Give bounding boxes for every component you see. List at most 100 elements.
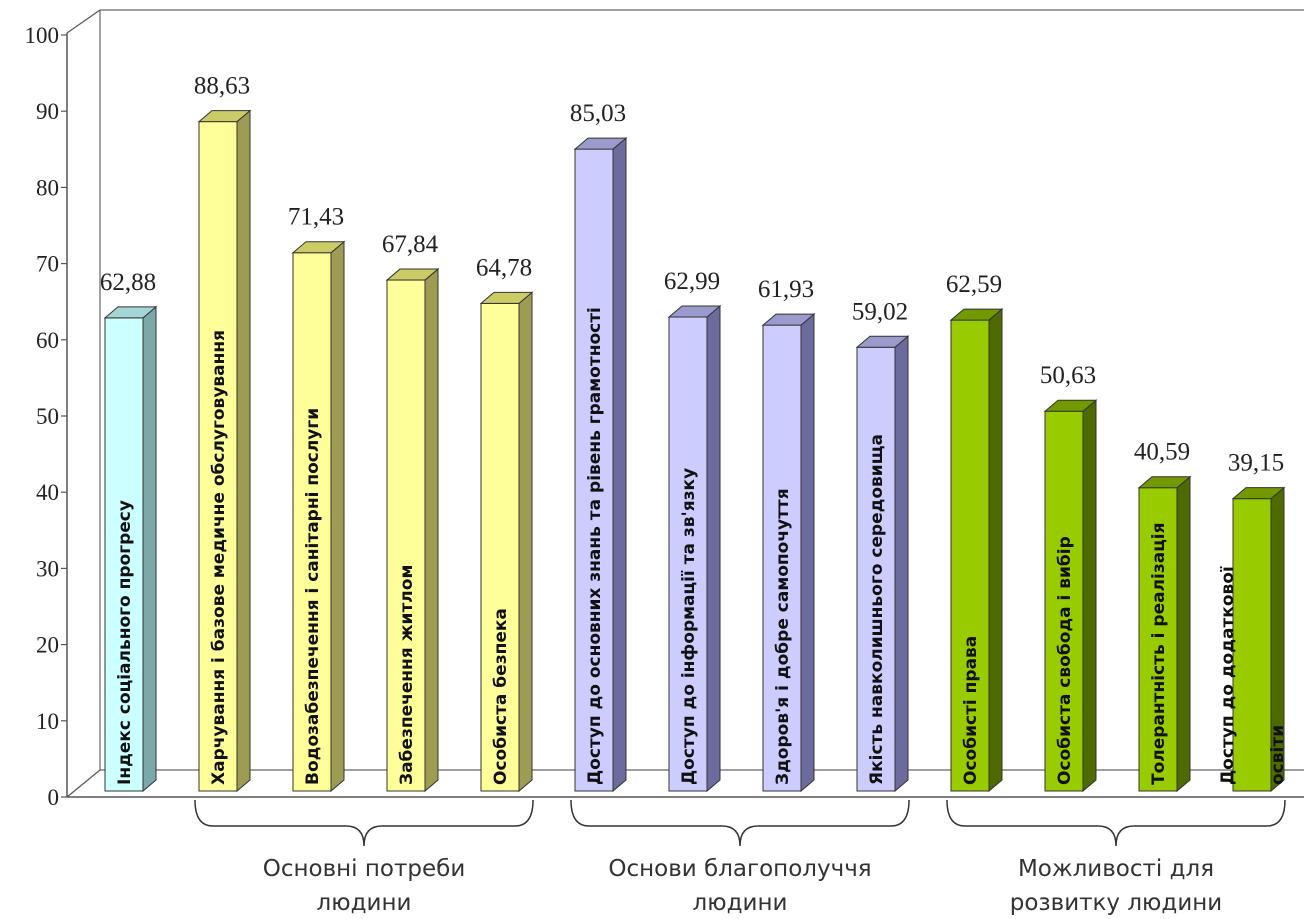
bar-top — [103, 306, 158, 319]
category-label: освіти — [1268, 725, 1288, 785]
bar-side — [612, 136, 627, 793]
y-tick-label: 30 — [36, 556, 59, 581]
bar-top — [1137, 476, 1192, 489]
value-label: 85,03 — [570, 100, 626, 127]
y-axis-ticks: 0 10 20 30 40 50 60 70 80 90 100 — [25, 23, 67, 810]
bar-side — [330, 240, 345, 793]
bar-side — [142, 305, 157, 793]
value-label: 62,99 — [664, 268, 720, 295]
bar: 85,03 Доступ до основних знань та рівень … — [570, 100, 628, 793]
y-tick-label: 50 — [36, 404, 59, 429]
category-label: Особиста свобода і вибір — [1055, 536, 1075, 785]
group-brace — [570, 799, 910, 847]
y-tick-label: 40 — [36, 480, 59, 505]
bar-top — [479, 291, 534, 304]
bar: 61,93 Здоров'я і добре самопочуття — [758, 276, 816, 793]
y-tick-label: 20 — [36, 633, 59, 658]
group-label: людини — [693, 890, 788, 916]
bar-front — [386, 279, 426, 792]
bar-front — [762, 324, 802, 792]
y-tick-label: 0 — [48, 785, 60, 810]
y-tick-label: 60 — [36, 328, 59, 353]
bar-top — [761, 313, 816, 326]
bar-front — [1138, 487, 1178, 792]
category-group: Основні потреби людини — [194, 799, 534, 916]
value-label: 64,78 — [476, 254, 532, 281]
category-group: Основи благополуччя людини — [570, 799, 910, 916]
bar-top — [949, 308, 1004, 321]
bar: 40,59 Толерантність і реалізація — [1134, 439, 1192, 793]
bar-front — [574, 148, 614, 792]
bar-side — [894, 335, 909, 793]
value-label: 88,63 — [194, 73, 250, 100]
category-label: Водозабезпечення і санітарні послуги — [303, 408, 323, 785]
value-label: 62,88 — [100, 269, 156, 296]
bar-front — [950, 319, 990, 792]
bar: 62,59 Особисті права — [946, 271, 1004, 793]
bar: 71,43 Водозабезпечення і санітарні послуг… — [288, 204, 346, 793]
bar: 88,63 Харчування і базове медичне обслуго… — [194, 73, 252, 793]
value-label: 71,43 — [288, 204, 344, 231]
bar-front — [668, 316, 708, 792]
value-label: 40,59 — [1134, 439, 1190, 466]
group-label: Основні потреби — [263, 856, 466, 882]
category-label: Доступ до основних знань та рівень грамо… — [585, 307, 605, 785]
value-label: 50,63 — [1040, 362, 1096, 389]
bar-front — [292, 252, 332, 792]
bar-top — [855, 335, 910, 348]
value-label: 67,84 — [382, 231, 439, 258]
group-brace — [194, 799, 534, 847]
bar-top — [1231, 487, 1286, 500]
chart-bars: 62,88 Індекс соціального прогресу 88,63 Хар… — [100, 73, 1288, 793]
category-label: Здоров'я і добре самопочуття — [773, 488, 793, 785]
bar-side — [706, 304, 721, 793]
group-label: Можливості для — [1018, 856, 1214, 882]
floor-side-edge — [66, 769, 101, 798]
bar-top — [291, 241, 346, 254]
bar: 62,99 Доступ до інформації та зв'язку — [664, 268, 722, 793]
bar-side — [988, 307, 1003, 793]
y-tick-label: 100 — [25, 23, 60, 48]
bar-top — [1043, 399, 1098, 412]
category-group: Можливості для розвитку людини — [946, 799, 1286, 916]
category-label: Забезпечення житлом — [397, 565, 417, 785]
value-label: 59,02 — [852, 298, 908, 325]
y-tick-label: 80 — [36, 175, 59, 200]
bar: 39,15 Доступ до додаткової освіти — [1218, 450, 1288, 793]
group-label: людини — [317, 890, 412, 916]
bar-side — [424, 267, 439, 793]
bar: 67,84 Забезпечення житлом — [382, 231, 440, 793]
category-label: Харчування і базове медичне обслуговуван… — [209, 330, 229, 785]
category-label: Особисті права — [961, 636, 981, 785]
bar: 62,88 Індекс соціального прогресу — [100, 269, 158, 793]
value-label: 62,59 — [946, 271, 1002, 298]
bar-top — [197, 110, 252, 123]
category-label: Доступ до інформації та зв'язку — [679, 468, 699, 785]
group-label: Основи благополуччя — [608, 856, 871, 882]
bar-top — [573, 137, 628, 150]
bar: 64,78 Особиста безпека — [476, 254, 534, 793]
value-label: 61,93 — [758, 276, 814, 303]
y-tick-label: 70 — [36, 252, 59, 277]
category-label: Особиста безпека — [491, 608, 511, 785]
wall-side-edge — [66, 9, 101, 34]
bar-side — [1176, 475, 1191, 793]
value-label: 39,15 — [1228, 450, 1284, 477]
bar-side — [236, 109, 251, 793]
y-tick-label: 90 — [36, 99, 59, 124]
category-label: Якість навколишнього середовища — [867, 434, 887, 785]
category-label: Доступ до додаткової — [1218, 566, 1238, 785]
category-label: Толерантність і реалізація — [1149, 522, 1169, 785]
bar-side — [800, 313, 815, 793]
bar-top — [667, 305, 722, 318]
group-label: розвитку людини — [1010, 890, 1223, 916]
bar-top — [385, 268, 440, 281]
y-tick-label: 10 — [36, 709, 59, 734]
group-brace — [946, 799, 1286, 847]
bar: 59,02 Якість навколишнього середовища — [852, 298, 910, 793]
category-label: Індекс соціального прогресу — [115, 500, 135, 785]
bar-front — [856, 346, 896, 792]
bar-side — [518, 291, 533, 793]
